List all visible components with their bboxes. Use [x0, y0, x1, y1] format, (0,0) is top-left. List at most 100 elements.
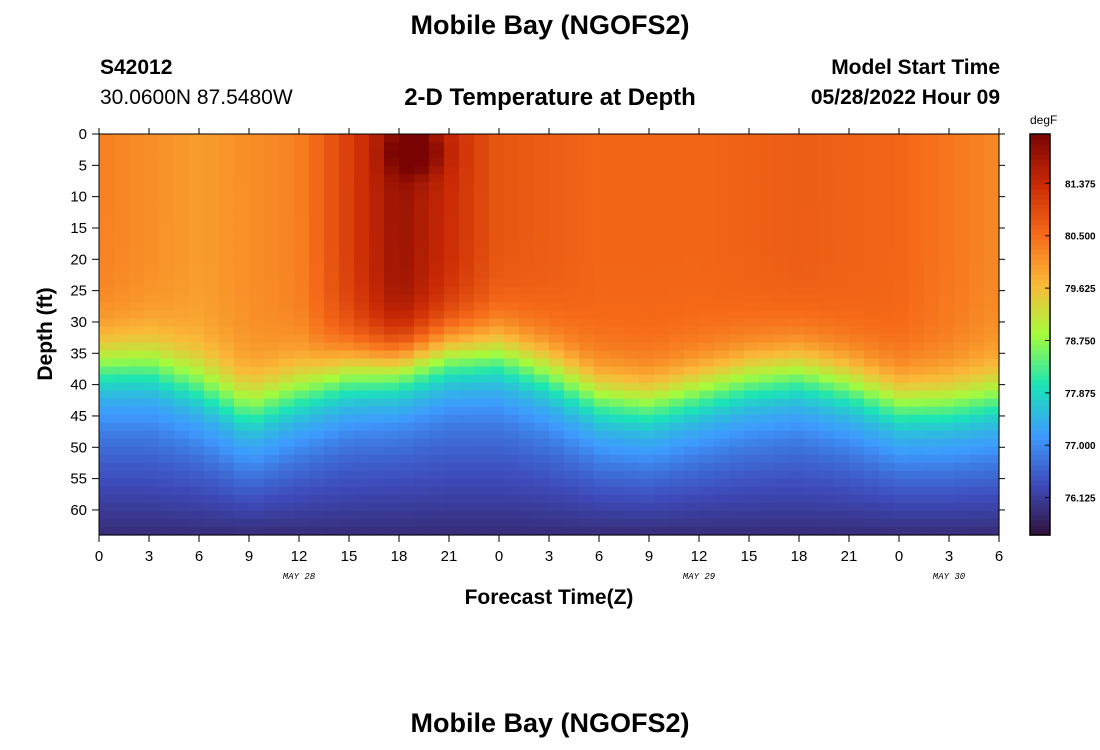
heatmap-cell [639, 286, 655, 295]
heatmap-cell [384, 214, 400, 223]
heatmap-cell [99, 510, 115, 520]
heatmap-cell [879, 422, 895, 432]
heatmap-cell [534, 478, 550, 488]
heatmap-cell [159, 262, 175, 271]
heatmap-cell [114, 382, 130, 392]
heatmap-cell [489, 438, 505, 448]
heatmap-cell [699, 470, 715, 480]
heatmap-cell [594, 182, 610, 191]
heatmap-cell [939, 134, 955, 143]
heatmap-cell [159, 366, 175, 376]
heatmap-cell [549, 158, 565, 167]
heatmap-cell [489, 142, 505, 151]
heatmap-cell [969, 150, 985, 159]
heatmap-cell [354, 342, 370, 352]
heatmap-cell [324, 294, 340, 304]
heatmap-cell [744, 174, 760, 183]
heatmap-cell [924, 270, 940, 279]
heatmap-cell [909, 286, 925, 295]
heatmap-cell [594, 158, 610, 167]
heatmap-cell [669, 134, 685, 143]
heatmap-cell [99, 414, 115, 424]
colorbar-swatch [1030, 399, 1050, 406]
heatmap-cell [789, 422, 805, 432]
heatmap-cell [219, 150, 235, 159]
heatmap-cell [519, 134, 535, 143]
heatmap-cell [489, 198, 505, 207]
heatmap-cell [684, 486, 700, 496]
heatmap-cell [669, 270, 685, 279]
heatmap-cell [489, 294, 505, 304]
model-start-label: Model Start Time [831, 56, 1000, 79]
heatmap-cell [129, 270, 145, 279]
heatmap-cell [504, 438, 520, 448]
heatmap-cell [204, 286, 220, 295]
heatmap-cell [459, 374, 475, 384]
heatmap-cell [774, 398, 790, 408]
heatmap-cell [324, 286, 340, 295]
heatmap-cell [924, 310, 940, 320]
heatmap-cell [459, 382, 475, 392]
heatmap-cell [564, 438, 580, 448]
heatmap-cell [324, 406, 340, 416]
heatmap-cell [189, 430, 205, 440]
heatmap-cell [99, 438, 115, 448]
heatmap-cell [654, 262, 670, 271]
heatmap-cell [969, 206, 985, 215]
heatmap-cell [849, 222, 865, 231]
heatmap-cell [849, 150, 865, 159]
heatmap-cell [219, 414, 235, 424]
heatmap-cell [489, 334, 505, 344]
heatmap-cell [819, 342, 835, 352]
heatmap-cell [669, 414, 685, 424]
heatmap-cell [414, 414, 430, 424]
heatmap-cell [294, 342, 310, 352]
heatmap-cell [714, 278, 730, 287]
heatmap-cell [549, 374, 565, 384]
heatmap-cell [744, 278, 760, 287]
heatmap-cell [789, 494, 805, 504]
heatmap-cell [309, 262, 325, 271]
heatmap-cell [504, 286, 520, 295]
heatmap-cell [264, 198, 280, 207]
heatmap-cell [939, 390, 955, 400]
heatmap-cell [519, 462, 535, 472]
heatmap-cell [594, 358, 610, 368]
heatmap-cell [504, 414, 520, 424]
heatmap-cell [234, 150, 250, 159]
heatmap-cell [429, 174, 445, 183]
heatmap-cell [294, 246, 310, 255]
colorbar-swatch [1030, 319, 1050, 326]
heatmap-cell [609, 182, 625, 191]
heatmap-cell [639, 350, 655, 360]
heatmap-cell [534, 222, 550, 231]
heatmap-cell [504, 150, 520, 159]
heatmap-cell [339, 518, 355, 528]
heatmap-cell [174, 230, 190, 239]
heatmap-cell [534, 214, 550, 223]
heatmap-cell [984, 238, 1000, 247]
heatmap-cell [834, 222, 850, 231]
heatmap-cell [249, 326, 265, 336]
heatmap-cell [954, 142, 970, 151]
x-tick-label: 6 [195, 548, 203, 565]
heatmap-cell [144, 462, 160, 472]
heatmap-cell [939, 438, 955, 448]
heatmap-cell [294, 278, 310, 287]
heatmap-cell [579, 462, 595, 472]
heatmap-cell [324, 486, 340, 496]
heatmap-cell [144, 166, 160, 175]
heatmap-cell [699, 174, 715, 183]
heatmap-cell [399, 350, 415, 360]
heatmap-cell [249, 214, 265, 223]
heatmap-cell [459, 510, 475, 520]
heatmap-cell [924, 358, 940, 368]
heatmap-cell [804, 438, 820, 448]
heatmap-cell [954, 438, 970, 448]
heatmap-cell [309, 286, 325, 295]
heatmap-cell [804, 246, 820, 255]
heatmap-cell [924, 526, 940, 536]
heatmap-cell [579, 430, 595, 440]
heatmap-cell [279, 470, 295, 480]
heatmap-cell [144, 278, 160, 287]
